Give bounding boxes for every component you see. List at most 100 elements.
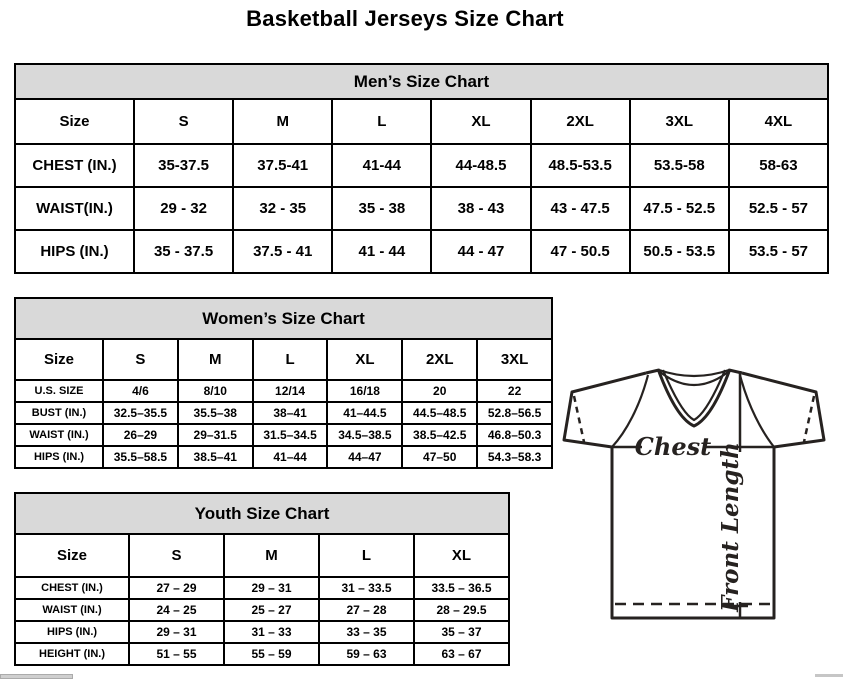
front-length-measure-line (732, 371, 748, 618)
size-header: 2XL (401, 338, 479, 381)
size-value: 47 - 50.5 (529, 229, 631, 274)
size-value: 27 – 29 (128, 576, 225, 600)
size-value: 47.5 - 52.5 (628, 186, 730, 231)
size-value: 41–44.5 (326, 401, 404, 425)
table-row: CHEST (IN.) 27 – 29 29 – 31 31 – 33.5 33.5 –… (14, 576, 510, 600)
youth-section-header: Youth Size Chart (14, 492, 510, 535)
size-value: 44 - 47 (430, 229, 532, 274)
size-value: 44-48.5 (430, 143, 532, 188)
size-value: 37.5-41 (232, 143, 334, 188)
size-value: 38–41 (251, 401, 329, 425)
size-column-header: Size (14, 533, 130, 578)
size-value: 59 – 63 (318, 642, 415, 666)
size-value: 35 - 38 (331, 186, 433, 231)
size-header: XL (326, 338, 404, 381)
size-header: S (102, 338, 179, 381)
header-row: Size S M L XL 2XL 3XL (14, 338, 553, 381)
table-row: WAIST (IN.) 24 – 25 25 – 27 27 – 28 28 – 29.… (14, 598, 510, 622)
size-value: 53.5 - 57 (727, 229, 830, 274)
size-value: 38.5–42.5 (401, 423, 479, 447)
horizontal-scrollbar-right-fragment[interactable] (815, 674, 843, 677)
size-value: 43 - 47.5 (529, 186, 631, 231)
row-label: CHEST (IN.) (14, 576, 130, 600)
row-label: HIPS (IN.) (14, 445, 104, 469)
size-value: 41–44 (251, 445, 329, 469)
size-value: 44–47 (326, 445, 404, 469)
size-value: 22 (476, 379, 553, 403)
front-length-label: Front Length (717, 442, 744, 613)
size-value: 63 – 67 (413, 642, 510, 666)
size-value: 25 – 27 (223, 598, 320, 622)
sleeve-cuff-dashes (572, 395, 816, 443)
table-row: HEIGHT (IN.) 51 – 55 55 – 59 59 – 63 63 – 67 (14, 642, 510, 666)
size-value: 55 – 59 (223, 642, 320, 666)
size-value: 46.8–50.3 (476, 423, 553, 447)
size-header: L (251, 338, 329, 381)
size-header: S (132, 98, 235, 145)
womens-size-table: Size S M L XL 2XL 3XL U.S. SIZE 4/6 8/10 12/14 16/1… (14, 338, 553, 469)
size-value: 20 (401, 379, 479, 403)
horizontal-scrollbar-thumb[interactable] (0, 674, 73, 679)
jersey-collar-detail (611, 368, 775, 448)
size-value: 35.5–38 (176, 401, 254, 425)
size-value: 32.5–35.5 (102, 401, 179, 425)
size-value: 35.5–58.5 (102, 445, 179, 469)
size-column-header: Size (14, 338, 104, 381)
row-label: CHEST (IN.) (14, 143, 135, 188)
size-value: 31 – 33 (223, 620, 320, 644)
youth-size-table: Size S M L XL CHEST (IN.) 27 – 29 29 – 31 31 – 3… (14, 533, 510, 666)
table-row: U.S. SIZE 4/6 8/10 12/14 16/18 20 22 (14, 379, 553, 403)
table-row: HIPS (IN.) 35.5–58.5 38.5–41 41–44 44–47 47–5… (14, 445, 553, 469)
table-row: WAIST(IN.) 29 - 32 32 - 35 35 - 38 38 - 43 43… (14, 186, 830, 231)
size-value: 8/10 (176, 379, 254, 403)
size-value: 27 – 28 (318, 598, 415, 622)
size-value: 4/6 (102, 379, 179, 403)
size-value: 32 - 35 (232, 186, 334, 231)
header-row: Size S M L XL 2XL 3XL 4XL (14, 98, 830, 145)
size-value: 35-37.5 (132, 143, 235, 188)
size-value: 34.5–38.5 (326, 423, 404, 447)
size-value: 35 - 37.5 (132, 229, 235, 274)
row-label: U.S. SIZE (14, 379, 104, 403)
size-value: 52.8–56.5 (476, 401, 553, 425)
mens-section-header: Men’s Size Chart (14, 63, 829, 100)
row-label: WAIST(IN.) (14, 186, 135, 231)
page-title: Basketball Jerseys Size Chart (246, 6, 564, 31)
size-value: 53.5-58 (628, 143, 730, 188)
size-value: 33 – 35 (318, 620, 415, 644)
row-label: WAIST (IN.) (14, 598, 130, 622)
size-value: 58-63 (727, 143, 830, 188)
size-value: 47–50 (401, 445, 479, 469)
size-value: 37.5 - 41 (232, 229, 334, 274)
size-header: 2XL (529, 98, 631, 145)
size-value: 31.5–34.5 (251, 423, 329, 447)
table-row: HIPS (IN.) 35 - 37.5 37.5 - 41 41 - 44 44 - … (14, 229, 830, 274)
size-value: 38 - 43 (430, 186, 532, 231)
row-label: HIPS (IN.) (14, 229, 135, 274)
size-header: M (232, 98, 334, 145)
size-value: 29–31.5 (176, 423, 254, 447)
mens-section-title: Men’s Size Chart (353, 71, 490, 91)
youth-section-title: Youth Size Chart (194, 503, 330, 523)
row-label: BUST (IN.) (14, 401, 104, 425)
size-header: XL (430, 98, 532, 145)
size-value: 33.5 – 36.5 (413, 576, 510, 600)
size-value: 28 – 29.5 (413, 598, 510, 622)
header-row: Size S M L XL (14, 533, 510, 578)
table-row: WAIST (IN.) 26–29 29–31.5 31.5–34.5 34.5–38.… (14, 423, 553, 447)
size-value: 29 – 31 (128, 620, 225, 644)
size-value: 41-44 (331, 143, 433, 188)
size-header: S (128, 533, 225, 578)
size-value: 31 – 33.5 (318, 576, 415, 600)
size-header: 4XL (727, 98, 830, 145)
size-value: 44.5–48.5 (401, 401, 479, 425)
size-value: 50.5 - 53.5 (628, 229, 730, 274)
size-value: 12/14 (251, 379, 329, 403)
row-label: WAIST (IN.) (14, 423, 104, 447)
row-label: HIPS (IN.) (14, 620, 130, 644)
mens-size-table: Size S M L XL 2XL 3XL 4XL CHEST (IN.) 35-37.5 37.5… (14, 98, 830, 274)
size-header: XL (413, 533, 510, 578)
size-header: M (176, 338, 254, 381)
jersey-measurement-diagram: Chest Front Length (562, 368, 826, 620)
